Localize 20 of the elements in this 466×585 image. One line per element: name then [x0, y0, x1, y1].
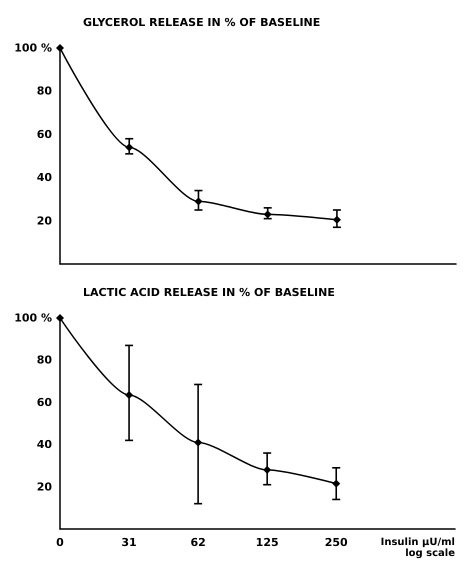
point [56, 44, 64, 52]
y-tick-label: 40 [36, 438, 52, 452]
y-tick-label: 100 % [14, 312, 52, 324]
x-tick-label: 125 [256, 536, 279, 549]
y-tick-label: 80 [36, 354, 52, 367]
chart-title: LACTIC ACID RELEASE IN % OF BASELINE [83, 286, 335, 299]
y-tick-label: 80 [36, 84, 52, 98]
y-tick-label: 20 [36, 480, 52, 494]
chart-title: GLYCEROL RELEASE IN % OF BASELINE [83, 16, 320, 29]
x-tick-label: 31 [121, 536, 137, 549]
y-tick-label: 40 [36, 171, 52, 184]
y-tick-label: 60 [36, 396, 52, 409]
x-tick-label: 62 [190, 536, 206, 549]
y-tick-label: 100 % [14, 42, 52, 54]
x-axis-title: Insulin µU/ml log scale [380, 537, 456, 559]
y-tick-label: 60 [36, 128, 52, 141]
x-tick-label: 250 [324, 536, 348, 549]
y-tick-label: 20 [36, 214, 52, 228]
point [56, 314, 64, 322]
x-tick-label: 0 [56, 536, 64, 549]
